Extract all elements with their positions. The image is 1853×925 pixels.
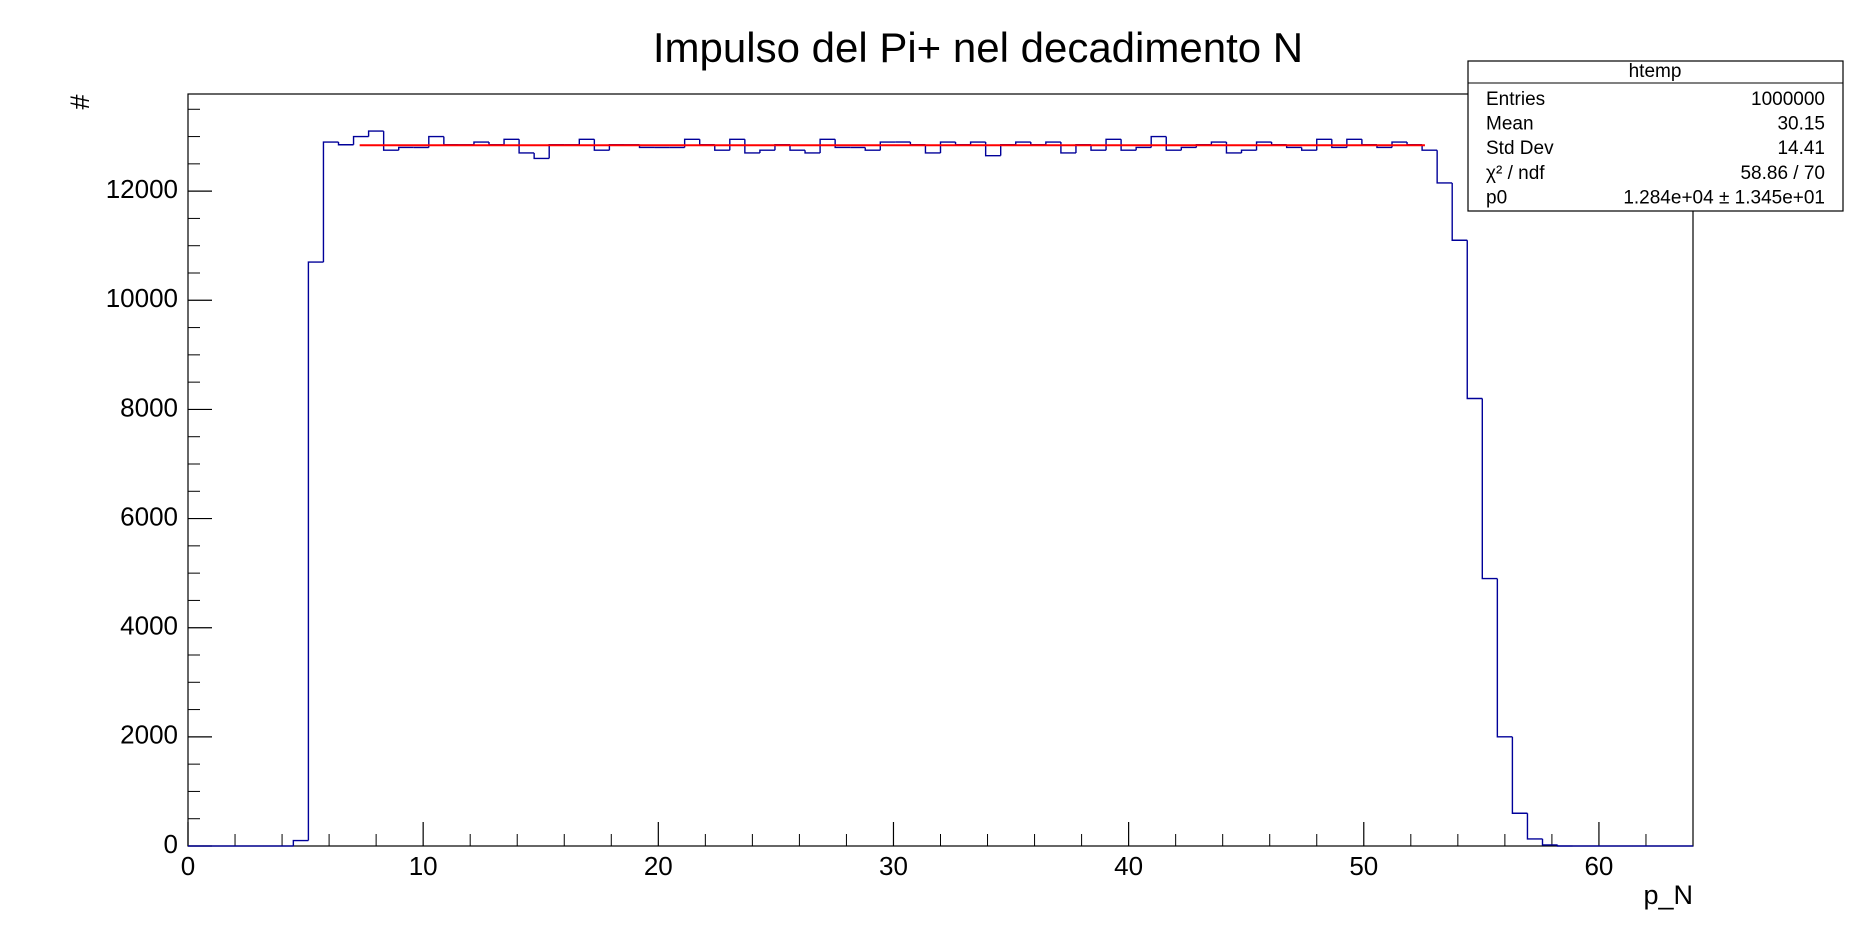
histogram-bin <box>1120 139 1137 151</box>
histogram-bin <box>337 142 354 146</box>
histogram-bin <box>1210 141 1227 145</box>
histogram-bin <box>367 130 384 137</box>
histogram-bin <box>518 139 535 154</box>
histogram-bin <box>1180 146 1197 151</box>
stats-label: Mean <box>1486 114 1534 135</box>
y-tick-label: 12000 <box>106 174 178 204</box>
chart-title: Impulso del Pi+ nel decadimento N <box>653 24 1303 71</box>
stats-label: Entries <box>1486 89 1545 110</box>
histogram-bin <box>984 142 1001 157</box>
histogram-bin <box>924 144 941 154</box>
y-tick-label: 4000 <box>120 611 178 641</box>
histogram-bin <box>1481 398 1498 580</box>
histogram-bin <box>1556 844 1573 847</box>
histogram-bin <box>473 141 489 145</box>
x-tick-label: 50 <box>1349 851 1378 881</box>
histogram-bin <box>1165 136 1182 151</box>
histogram-bin <box>1150 135 1167 148</box>
histogram-bin <box>1526 813 1543 840</box>
histogram-bin <box>1436 150 1453 184</box>
histogram-bin <box>819 138 836 153</box>
stats-value: 14.41 <box>1777 138 1825 159</box>
stats-label: Std Dev <box>1486 138 1554 159</box>
histogram-bin <box>804 150 821 154</box>
stats-value: 58.86 / 70 <box>1740 163 1825 184</box>
histogram-bin <box>1496 578 1513 738</box>
histogram-bin <box>352 135 369 145</box>
histogram-bin <box>292 839 309 846</box>
histogram-bin <box>759 149 775 153</box>
histogram-bin <box>1331 139 1347 149</box>
histogram-bin <box>1105 138 1122 151</box>
histogram-bin <box>1135 146 1152 151</box>
y-tick-label: 6000 <box>120 501 178 531</box>
histogram-bin <box>593 139 610 151</box>
x-tick-label: 60 <box>1584 851 1613 881</box>
stats-label: χ² / ndf <box>1486 163 1545 184</box>
histogram-bin <box>834 139 851 149</box>
histogram-bin <box>744 139 760 154</box>
histogram-bin <box>1015 141 1031 145</box>
histogram-bin <box>503 138 520 145</box>
histogram-bin <box>398 146 414 151</box>
stats-label: p0 <box>1486 187 1507 208</box>
histogram-bin <box>1541 838 1558 846</box>
y-tick-label: 8000 <box>120 392 178 422</box>
histogram-bin <box>322 141 339 263</box>
histogram-bin <box>1045 141 1061 145</box>
histogram-bin <box>1090 144 1107 151</box>
y-axis-title: # <box>65 94 95 109</box>
histogram-bin <box>879 141 896 151</box>
stats-value: 1000000 <box>1751 89 1825 110</box>
x-tick-label: 10 <box>409 851 438 881</box>
histogram-bin <box>578 138 595 145</box>
stats-value: 1.284e+04 ± 1.345e+01 <box>1623 187 1825 208</box>
x-tick-label: 20 <box>644 851 673 881</box>
histogram-bin <box>1240 149 1257 153</box>
histogram-bin <box>1316 138 1332 151</box>
y-tick-label: 2000 <box>120 720 178 750</box>
histogram-bin <box>382 131 399 151</box>
histogram-bin <box>714 144 730 151</box>
y-tick-label: 10000 <box>106 283 178 313</box>
x-tick-label: 30 <box>879 851 908 881</box>
histogram-bin <box>1421 144 1438 151</box>
histogram-bin <box>428 135 444 148</box>
histogram-bin <box>1301 147 1317 151</box>
histogram-bin <box>1255 141 1272 151</box>
y-tick-label: 0 <box>164 829 178 859</box>
stats-value: 30.15 <box>1777 114 1825 135</box>
histogram-bin <box>1511 736 1528 814</box>
histogram-bin <box>1466 240 1483 400</box>
histogram-bin <box>307 261 324 841</box>
histogram-bin <box>1451 182 1468 241</box>
stats-box: htemp Entries 1000000 Mean 30.15 Std Dev 14.4… <box>1467 60 1844 212</box>
x-tick-label: 40 <box>1114 851 1143 881</box>
histogram-bin <box>789 144 806 151</box>
x-axis-title: p_N <box>1643 880 1693 910</box>
stats-title: htemp <box>1629 61 1682 82</box>
histogram-bin <box>939 141 956 153</box>
histogram-bin <box>864 147 881 151</box>
stats-frame <box>1467 60 1844 212</box>
histogram-bin <box>533 152 550 160</box>
histogram-bin <box>969 141 986 145</box>
histogram-bin <box>729 138 745 151</box>
x-tick-label: 0 <box>181 851 195 881</box>
